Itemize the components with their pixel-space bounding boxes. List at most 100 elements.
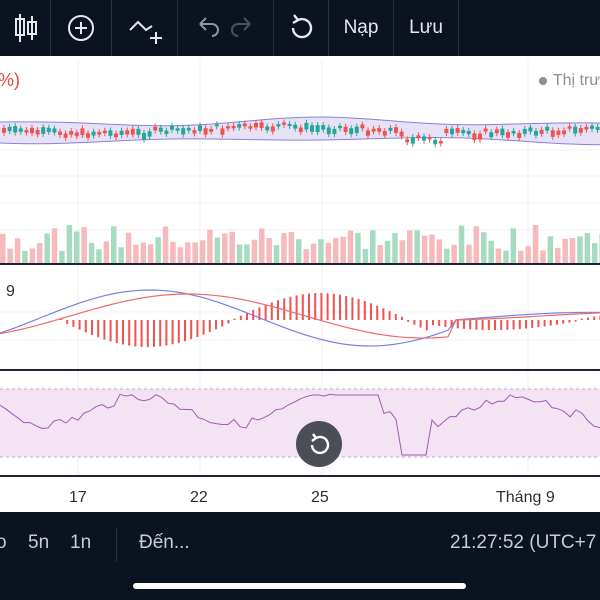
macd-histogram-bar: [122, 320, 124, 345]
volume-bar: [14, 238, 21, 263]
undo-icon[interactable]: [190, 0, 222, 56]
macd-histogram-bar: [246, 312, 248, 320]
candle: [46, 127, 51, 133]
interval-1n[interactable]: 1n: [70, 532, 92, 553]
candle: [310, 125, 314, 132]
volume-bar: [333, 238, 339, 263]
volume-bar: [318, 239, 324, 263]
candle: [550, 130, 555, 137]
macd-histogram-bar: [84, 320, 87, 333]
clock-display: 21:27:52 (UTC+7: [450, 532, 597, 553]
macd-histogram-bar: [258, 307, 261, 320]
candle: [287, 123, 292, 126]
volume-bar: [569, 238, 576, 263]
volume-bar: [148, 244, 154, 263]
candle: [388, 127, 393, 131]
candle: [147, 131, 152, 137]
candle: [354, 126, 359, 133]
candle: [52, 128, 57, 133]
volume-bar: [81, 227, 87, 263]
bollinger-lower: [0, 137, 600, 146]
reset-chart-button[interactable]: [296, 421, 342, 467]
interval-5n[interactable]: 5n: [28, 532, 50, 553]
bollinger-upper: [0, 116, 600, 127]
volume-bar: [340, 236, 346, 263]
goto-date-button[interactable]: Đến...: [139, 532, 190, 553]
macd-histogram-bar: [438, 320, 441, 327]
candle: [360, 124, 365, 129]
macd-histogram-bar: [376, 305, 379, 320]
macd-histogram-bar: [128, 320, 131, 346]
macd-histogram-bar: [159, 320, 162, 347]
macd-histogram-bar: [382, 308, 385, 320]
macd-histogram-bar: [500, 320, 503, 330]
volume-bar: [547, 236, 554, 263]
load-button[interactable]: Nạp: [329, 0, 393, 56]
refresh-icon[interactable]: [274, 0, 328, 56]
volume-bar: [7, 248, 13, 263]
candle: [7, 126, 12, 132]
macd-histogram-bar: [97, 320, 100, 338]
indicators-icon[interactable]: [112, 0, 177, 56]
volume-bar: [325, 242, 332, 263]
candles-icon[interactable]: [0, 0, 50, 56]
pane-divider-2[interactable]: [0, 369, 600, 371]
macd-histogram-bar: [72, 320, 75, 327]
candle: [321, 125, 326, 130]
volume-bar: [525, 246, 531, 263]
macd-histogram-bar: [475, 320, 478, 330]
rsi-line: [0, 393, 600, 456]
candle: [35, 130, 40, 135]
macd-histogram-bar: [494, 320, 496, 331]
macd-histogram-bar: [196, 320, 199, 337]
load-label: Nạp: [343, 17, 379, 38]
macd-histogram-bar: [308, 293, 310, 320]
macd-histogram-bar: [593, 316, 596, 320]
candle: [315, 125, 320, 133]
save-button[interactable]: Lưu: [394, 0, 458, 56]
macd-histogram-bar: [345, 295, 348, 320]
volume-bar: [111, 226, 117, 263]
volume-bar: [0, 233, 6, 263]
candle: [265, 126, 270, 131]
candle: [494, 129, 499, 134]
candle: [198, 125, 202, 131]
volume-bar: [296, 239, 302, 263]
add-circle-icon[interactable]: [51, 0, 111, 56]
market-legend-label: Thị trư: [552, 72, 600, 89]
candle: [41, 127, 46, 134]
volume-bar: [347, 230, 354, 263]
candle: [209, 128, 214, 132]
candle: [237, 124, 242, 128]
volume-bar: [170, 241, 176, 263]
candle: [461, 130, 466, 134]
candle: [573, 126, 578, 134]
volume-bar: [370, 230, 376, 263]
candle: [416, 135, 421, 139]
volume-bar: [532, 225, 539, 263]
volume-bar: [451, 244, 457, 263]
volume-bar: [518, 250, 524, 263]
volume-bar: [362, 248, 369, 263]
candle: [500, 128, 505, 136]
redo-icon[interactable]: [228, 0, 260, 56]
candle: [259, 122, 264, 129]
macd-histogram-bar: [332, 293, 335, 320]
candle: [517, 132, 522, 138]
candle: [444, 129, 449, 133]
macd-histogram-bar: [487, 320, 490, 331]
macd-histogram-bar: [208, 320, 211, 332]
macd-histogram-bar: [444, 320, 447, 327]
macd-histogram-bar: [456, 320, 459, 329]
candle: [102, 130, 107, 134]
volume-bar: [103, 241, 110, 263]
candle: [276, 124, 281, 127]
pane-divider-1[interactable]: [0, 263, 600, 265]
candle: [242, 123, 247, 127]
candle: [399, 131, 404, 137]
interval-partial[interactable]: o: [0, 532, 7, 553]
volume-bar: [192, 242, 198, 263]
volume-bar: [421, 235, 428, 263]
macd-histogram-bar: [339, 294, 341, 320]
